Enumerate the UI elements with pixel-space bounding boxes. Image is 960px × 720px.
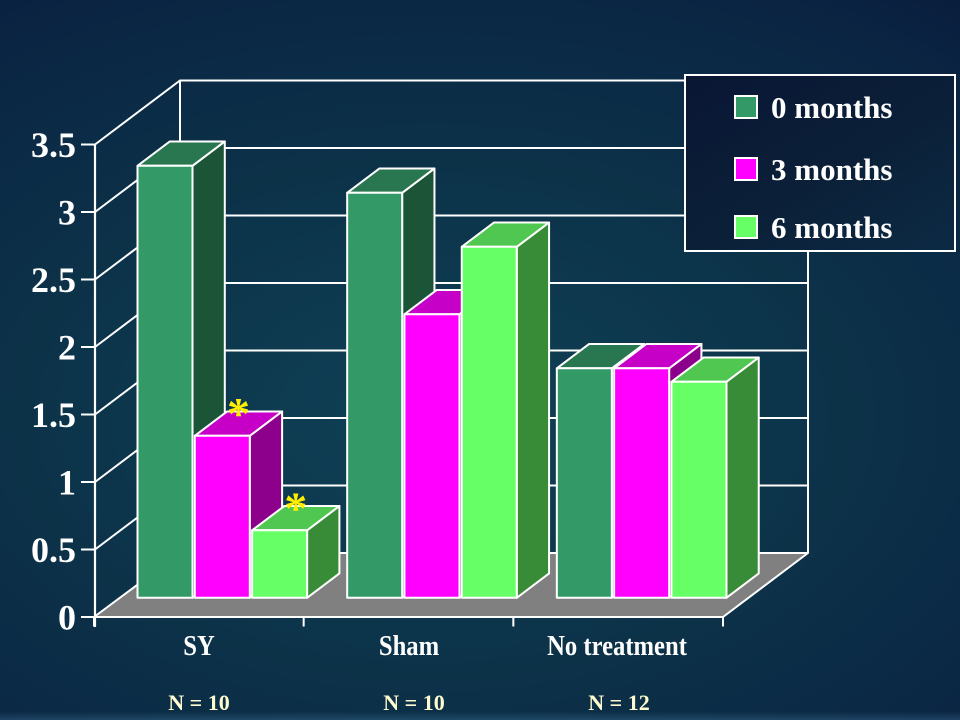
significance-asterisk: * bbox=[284, 482, 307, 533]
legend-swatch-0-months-icon bbox=[734, 95, 758, 119]
bar-no-treatment-6-months-front bbox=[670, 380, 728, 599]
sample-size-label-sham: N = 10 bbox=[383, 690, 445, 715]
bar-sy-3-months-front bbox=[193, 434, 251, 599]
bar-sham-3-months-front bbox=[403, 313, 461, 599]
y-axis-tick-label: 2 bbox=[58, 328, 76, 368]
significance-asterisk: * bbox=[227, 388, 250, 439]
category-label-sham: Sham bbox=[378, 631, 440, 662]
sample-size-label-no-treatment: N = 12 bbox=[588, 690, 650, 715]
legend-swatch-3-months-icon bbox=[734, 157, 758, 181]
bar-sy-6-months-front bbox=[251, 529, 309, 599]
category-label-no-treatment: No treatment bbox=[547, 631, 687, 662]
legend-label-3-months: 3 months bbox=[771, 151, 893, 187]
legend-label-6-months: 6 months bbox=[771, 209, 893, 245]
y-axis-tick-label: 0 bbox=[58, 598, 76, 638]
bar-no-treatment-6-months-side bbox=[725, 356, 760, 599]
bar-sham-6-months-side bbox=[515, 221, 551, 599]
bar-sham-0-months-front bbox=[346, 191, 404, 599]
legend-swatch-6-months-icon bbox=[734, 215, 758, 239]
bar-no-treatment-0-months-front bbox=[555, 367, 613, 599]
category-label-sy: SY bbox=[183, 631, 215, 662]
bar-no-treatment-3-months-front bbox=[613, 367, 671, 599]
legend-item-6-months: 6 months bbox=[734, 212, 892, 243]
gridline-3.5 bbox=[94, 79, 808, 146]
y-axis-tick-label: 2.5 bbox=[31, 260, 76, 300]
y-axis-tick-label: 0.5 bbox=[31, 530, 76, 570]
legend-box: 0 months 3 months 6 months bbox=[684, 74, 956, 252]
legend-item-0-months: 0 months bbox=[734, 92, 892, 123]
legend-label-0-months: 0 months bbox=[771, 89, 893, 125]
bar-sham-6-months-front bbox=[460, 245, 518, 599]
legend-item-3-months: 3 months bbox=[734, 154, 892, 185]
y-axis-tick-label: 3.5 bbox=[31, 125, 76, 165]
y-axis-tick-label: 1 bbox=[58, 463, 76, 503]
y-axis-tick-label: 3 bbox=[58, 193, 76, 233]
sample-size-label-sy: N = 10 bbox=[168, 690, 230, 715]
bar-sy-0-months-front bbox=[136, 164, 194, 599]
y-axis-tick-label: 1.5 bbox=[31, 395, 76, 435]
